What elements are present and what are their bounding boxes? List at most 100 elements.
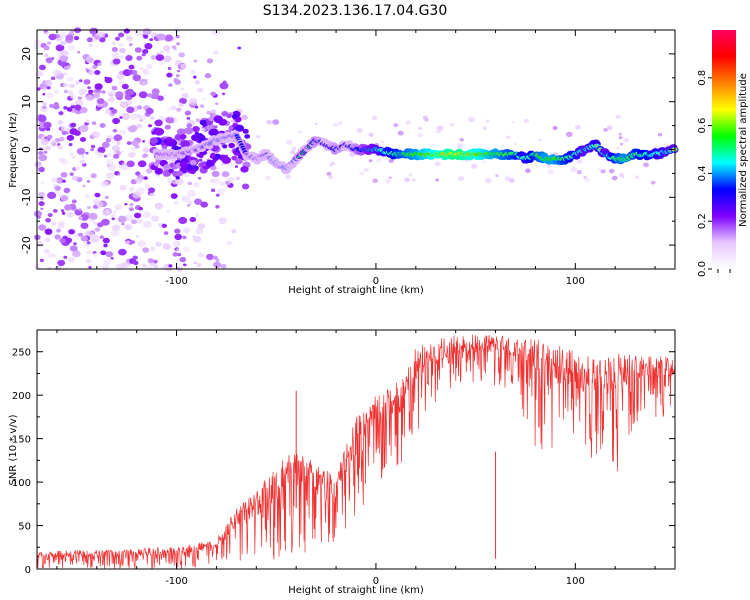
spectrogram-cell [242,128,249,134]
spectrogram-cell [634,175,640,179]
snr-x-tick: -100 [165,330,188,587]
spectrogram-cell [38,154,48,162]
spectrogram-cell [34,161,42,167]
spectrogram-cell [143,70,150,76]
spectrogram-cell [52,69,62,77]
spectrogram-cell [547,168,554,174]
spectrogram-cell [38,224,47,231]
spectrogram-cell [103,243,108,248]
spectrogram-cell [58,221,65,227]
spectrogram-cell [124,203,128,206]
spectrogram-cell [174,201,178,205]
spectrogram-cell [176,128,186,136]
spectrogram-cell [393,123,399,128]
spectrogram-cell [93,33,101,41]
spectrogram-cell [86,57,94,64]
spectrogram-cell [121,150,125,153]
spectrogram-cell [111,85,118,91]
spectrogram-cell [113,153,120,159]
spectrogram-cell [78,216,83,220]
spectrogram-cell [154,162,159,167]
spectrogram-cell [154,202,164,210]
spectrogram-cell [59,238,66,244]
spectrogram-cell [230,119,235,123]
spectrogram-cell [150,246,156,252]
spectrogram-cell [71,175,79,181]
spectrogram-cell [183,263,187,267]
spectrogram-cell [91,121,97,126]
spectrogram-cell [63,106,68,110]
spectrogram-cell [126,160,135,168]
spectrogram-cell [600,169,606,174]
spectrogram-cell [161,145,168,150]
spectrogram-cell [60,209,65,213]
spectrogram-cell [63,72,68,76]
spectrogram-cell [73,242,77,246]
snr-y-tick: 250 [12,348,675,359]
spectrogram-cell [168,264,173,268]
spectrogram-cell [397,130,404,136]
spectrogram-cell [77,50,81,54]
spectrogram-cell [141,53,146,57]
spectrogram-cell [129,203,134,207]
spectrogram-cell [147,258,154,264]
spectrogram-cell [538,138,542,142]
spectrogram-cell [151,131,156,135]
spectrogram-cell [63,255,68,259]
spectrogram-cell [104,76,113,84]
spectrogram-cell [434,161,441,167]
colorbar-tick: 0.4 [697,165,712,181]
spectrogram-cell [173,118,177,121]
spectrogram-cell [43,248,51,254]
spectrogram-cell [69,128,78,135]
spectrogram-cell [96,201,104,208]
spectrogram-cell [195,213,200,217]
spectrogram-cell [89,218,94,223]
spectrogram-cell [59,40,67,46]
spectrogram-cell [149,38,154,42]
spectrogram-cell [137,160,147,168]
spectrogram-cell [102,264,110,271]
spectrogram-cell [56,228,61,233]
spectrogram-cell [495,174,499,177]
spectrogram-cell [112,128,118,133]
spectrogram-cell [105,251,114,258]
spectrogram-cell [221,171,230,178]
spectrogram-cell [81,155,85,158]
spectrogram-cell [117,173,121,176]
spectrogram-cell [100,180,109,188]
spectrogram-cell [148,124,152,128]
spectrogram-cell [142,28,152,36]
spectrogram-cell [111,214,116,217]
spectrogram-cell [411,178,416,182]
spectrogram-cell [144,43,153,50]
snr-x-axis-label: Height of straight line (km) [288,585,424,596]
spectrogram-cell [210,91,216,97]
spectrogram-cell [50,139,59,147]
spectrogram-y-tick: 20 [20,47,675,61]
spectrogram-cell [96,222,104,228]
spectrogram-cell [57,179,63,183]
spectrogram-cell [368,132,374,137]
spectrogram-cell [47,191,57,199]
spectrogram-cell [45,218,51,223]
spectrogram-cell [359,171,364,176]
spectrogram-cell [145,107,154,115]
spectrogram-cell [86,259,92,264]
spectrogram-cell [111,52,119,59]
spectrogram-cell [84,193,90,199]
spectrogram-cell [186,123,193,128]
spectrogram-cell [125,100,133,106]
spectrogram-cell [60,49,68,56]
spectrogram-cell [116,141,121,146]
spectrogram-cell [105,159,115,166]
spectrogram-cell [363,167,370,172]
spectrogram-cell [138,207,143,211]
colorbar-tick-label: 0.2 [697,213,708,229]
spectrogram-cell [94,83,103,90]
spectrogram-cell [111,92,116,96]
spectrogram-cell [70,102,75,106]
spectrogram-cell [210,109,217,114]
spectrogram-cell [134,144,140,149]
spectrogram-cell [79,137,87,142]
